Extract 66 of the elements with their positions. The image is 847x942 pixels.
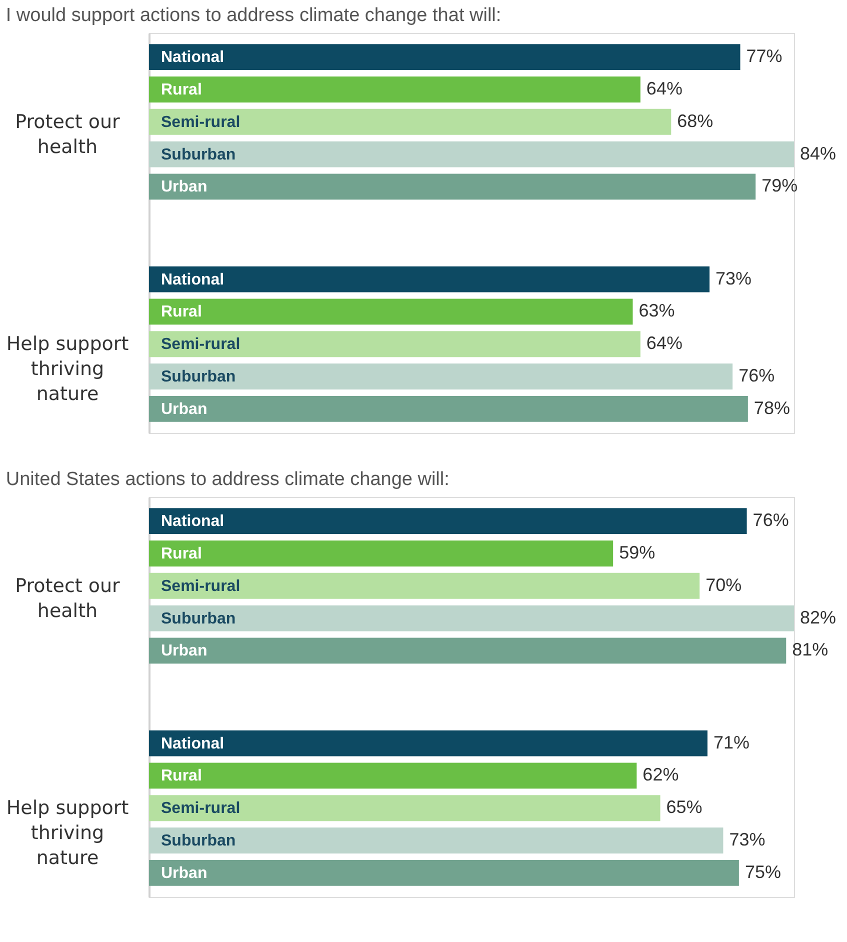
- y-tick-label: Protect our health: [15, 574, 120, 622]
- text: National: [161, 271, 224, 288]
- series-label: Rural: [161, 304, 202, 321]
- data-label: 77%: [746, 46, 782, 66]
- bar: [149, 141, 794, 168]
- bar: [149, 638, 786, 664]
- text: Semi-rural: [161, 336, 240, 354]
- text: Semi-rural: [161, 800, 240, 818]
- y-tick-label: Help support thriving nature: [6, 333, 129, 406]
- text: Rural: [161, 545, 202, 562]
- text: Suburban: [161, 146, 236, 164]
- y-tick-label: Protect our health: [15, 110, 120, 158]
- data-label: 63%: [638, 300, 675, 321]
- text: Urban: [161, 400, 208, 418]
- bar: [149, 174, 756, 200]
- data-label: 73%: [729, 830, 766, 850]
- bar: [149, 572, 700, 599]
- chart-title: United States actions to address climate change will:: [6, 469, 450, 490]
- bar: [149, 762, 637, 789]
- series-label: Urban: [161, 642, 208, 660]
- data-label: 75%: [744, 862, 781, 882]
- data-label: 79%: [762, 176, 798, 196]
- series-label: Semi-rural: [161, 578, 240, 595]
- data-label: 82%: [800, 607, 836, 628]
- data-label: 70%: [706, 574, 742, 595]
- bar: [149, 730, 708, 756]
- series-label: National: [161, 513, 224, 530]
- y-tick-label: Help support thriving nature: [6, 797, 129, 870]
- bar: [149, 508, 747, 534]
- data-label: 78%: [754, 398, 790, 418]
- data-label: 59%: [619, 542, 656, 562]
- chart-title: I would support actions to address climate change that will:: [6, 5, 502, 26]
- bar: [149, 266, 710, 292]
- data-label: 81%: [792, 640, 828, 660]
- series-label: Suburban: [161, 832, 236, 850]
- bar: [149, 108, 672, 135]
- series-label: Suburban: [161, 368, 236, 386]
- text: Suburban: [161, 610, 236, 628]
- text: Urban: [161, 864, 208, 882]
- bar: [149, 44, 740, 70]
- bar: [149, 605, 794, 632]
- bar: [149, 795, 660, 822]
- data-label: 64%: [646, 333, 682, 354]
- data-label: 84%: [800, 143, 836, 164]
- data-label: 76%: [752, 510, 789, 530]
- bar: [149, 860, 739, 886]
- data-label: 71%: [713, 732, 750, 752]
- series-label: Urban: [161, 178, 208, 196]
- data-label: 65%: [666, 797, 702, 818]
- bar: [149, 396, 748, 422]
- bar: [149, 364, 733, 390]
- bar: [149, 331, 640, 358]
- data-label: 62%: [642, 764, 679, 785]
- series-label: Rural: [161, 768, 202, 785]
- bar: [149, 298, 633, 325]
- data-label: 73%: [716, 268, 752, 288]
- series-label: Semi-rural: [161, 114, 240, 131]
- bar: [149, 828, 724, 854]
- data-label: 76%: [738, 366, 775, 386]
- text: Rural: [161, 81, 202, 98]
- bar: [149, 76, 640, 102]
- series-label: National: [161, 49, 224, 66]
- text: National: [161, 735, 224, 752]
- bar: [149, 540, 614, 566]
- data-label: 68%: [677, 110, 714, 131]
- data-label: 64%: [646, 78, 682, 98]
